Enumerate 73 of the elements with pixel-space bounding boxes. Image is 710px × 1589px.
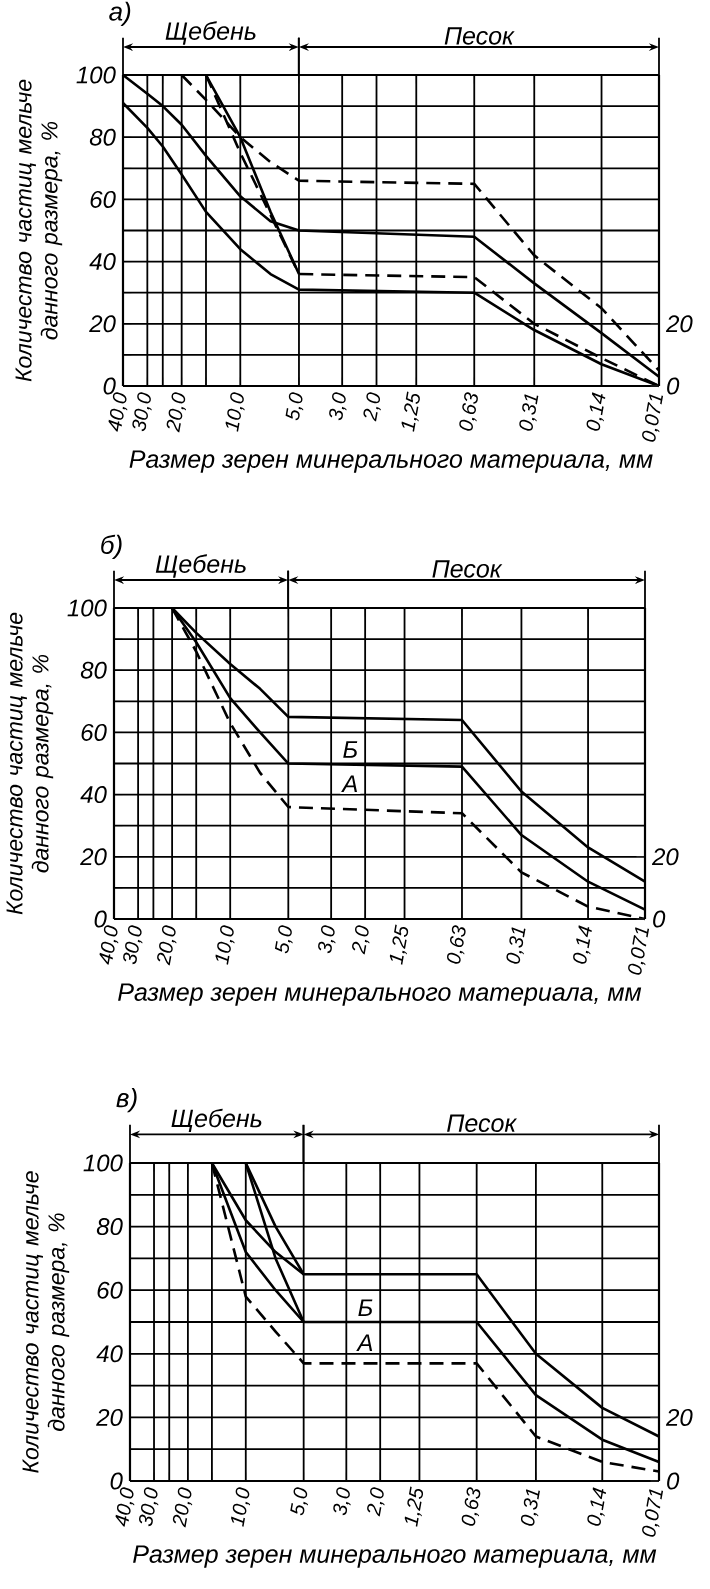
y2-tick-label: 20 — [665, 1408, 693, 1426]
text: Песок — [444, 27, 515, 45]
x-tick-label: 0,63 — [459, 392, 478, 431]
y-axis-title: Количество частиц мельче данного размера, % — [6, 612, 54, 915]
y-tick-label: 20 — [80, 848, 107, 866]
x-tick-label: 0,31 — [519, 394, 539, 431]
text: Щебень — [165, 21, 256, 45]
x-tick-label: 10,0 — [231, 1487, 251, 1527]
x-tick-label: 0,14 — [586, 392, 606, 431]
x-tick-label: 2,0 — [352, 925, 370, 955]
annotation: А — [356, 1334, 373, 1351]
x-tick-label: 0,31 — [520, 1489, 540, 1526]
x-tick-label: 30,0 — [123, 925, 143, 965]
x-tick-label: 0,14 — [573, 925, 592, 964]
x-tick-label: 1,25 — [389, 924, 409, 965]
x-axis-title: Размер зерен минерального материала, мм — [118, 983, 642, 1006]
y-tick-label: 100 — [76, 66, 116, 84]
x-tick-label: 5,0 — [274, 925, 293, 954]
y2-tick-label: 20 — [651, 848, 679, 866]
x-tick-label: 10,0 — [215, 925, 235, 965]
x-tick-label: 20,0 — [172, 1487, 193, 1528]
text: Песок — [447, 1114, 518, 1132]
x-tick-label: 5,0 — [290, 1487, 308, 1516]
annotation: Б — [343, 741, 358, 758]
y-tick-label: 20 — [96, 1408, 123, 1426]
x-tick-label: 0,071 — [642, 1489, 664, 1537]
x-tick-label: 0,071 — [642, 394, 664, 442]
annotation: А — [341, 775, 357, 792]
y-tick-label: 40 — [89, 253, 116, 271]
y-tick-label: 40 — [96, 1345, 123, 1363]
x-tick-label: 1,25 — [404, 1486, 424, 1527]
y-tick-label: 20 — [89, 315, 116, 333]
x-tick-label: 5,0 — [285, 392, 304, 421]
y-tick-label: 60 — [90, 190, 116, 208]
x-axis-title: Размер зерен минерального материала, мм — [129, 450, 653, 473]
chart-title: а) — [109, 1, 131, 26]
y-tick-label: 100 — [67, 599, 107, 617]
x-tick-label: 0,31 — [506, 927, 526, 964]
chart-title: в) — [116, 1088, 137, 1113]
x-tick-label: 20,0 — [157, 925, 177, 966]
x-tick-label: 0,63 — [447, 925, 466, 964]
x-tick-label: 0,63 — [461, 1487, 481, 1526]
x-tick-label: 3,0 — [329, 392, 347, 421]
text: Щебень — [171, 1108, 262, 1132]
x-tick-label: 30,0 — [139, 1487, 159, 1527]
y-tick-label: 80 — [80, 661, 107, 679]
x-tick-label: 20,0 — [166, 392, 186, 433]
x-tick-label: 0,071 — [628, 927, 650, 975]
chart-title: б) — [101, 534, 122, 560]
y2-tick-label: 0 — [667, 377, 680, 395]
y-tick-label: 80 — [96, 1218, 123, 1236]
y-tick-label: 40 — [80, 786, 107, 804]
x-tick-label: 30,0 — [132, 392, 152, 432]
x-tick-label: 0,14 — [587, 1487, 607, 1526]
y-axis-title: Количество частиц мельче данного размера, % — [22, 1171, 70, 1473]
y2-tick-label: 20 — [665, 315, 693, 333]
text: Щебень — [155, 554, 246, 578]
y2-tick-label: 0 — [667, 1472, 680, 1490]
annotation: Б — [358, 1299, 373, 1316]
x-tick-label: 2,0 — [363, 392, 381, 422]
y2-tick-label: 0 — [653, 910, 666, 928]
y-tick-label: 60 — [81, 723, 107, 741]
y-tick-label: 100 — [83, 1154, 123, 1172]
x-tick-label: 2,0 — [367, 1487, 385, 1517]
y-tick-label: 60 — [97, 1281, 123, 1299]
x-tick-label: 3,0 — [318, 925, 336, 954]
x-tick-label: 10,0 — [225, 392, 245, 432]
text: Песок — [432, 560, 503, 578]
y-tick-label: 80 — [89, 128, 116, 146]
x-tick-label: 3,0 — [333, 1487, 351, 1516]
x-axis-title: Размер зерен минерального материала, мм — [133, 1545, 657, 1568]
x-tick-label: 1,25 — [401, 391, 420, 432]
y-axis-title: Количество частиц мельче данного размера, % — [15, 79, 63, 382]
